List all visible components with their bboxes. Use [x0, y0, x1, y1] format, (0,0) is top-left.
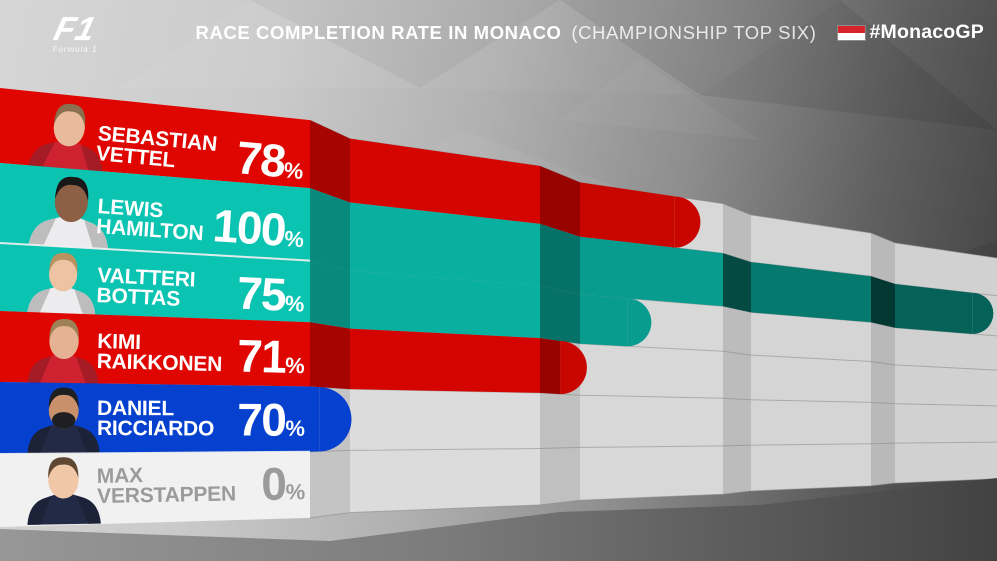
bar-raikkonen: [310, 322, 587, 395]
completion-bars: [310, 120, 994, 452]
f1-logo-text: F1: [50, 10, 100, 47]
monaco-flag-white-stripe: [838, 33, 865, 40]
label-panels: [0, 88, 310, 527]
bar-bottas: [310, 260, 652, 347]
driver-photo-hamilton: [28, 176, 109, 253]
driver-photo-bottas: [27, 253, 96, 317]
f1-logo-subtext: Formula 1: [52, 45, 98, 54]
driver-photo-verstappen: [27, 457, 101, 525]
f1-logo: F1 Formula 1: [32, 10, 118, 54]
page-title: RACE COMPLETION RATE IN MONACO (CHAMPION…: [165, 22, 847, 44]
driver-photo-ricciardo: [27, 387, 100, 454]
panel-separators: [0, 242, 311, 455]
hashtag-label: #MonacoGP: [869, 21, 984, 43]
monaco-flag-icon: [838, 26, 865, 40]
bar-hamilton: [310, 188, 994, 334]
header: F1 Formula 1 RACE COMPLETION RATE IN MON…: [0, 0, 997, 78]
title-qualifier: (CHAMPIONSHIP TOP SIX): [571, 22, 817, 43]
bar-ricciardo: [310, 386, 352, 452]
bar-vettel: [310, 120, 701, 248]
driver-photo-raikkonen: [27, 319, 99, 385]
floor-shadow: [0, 478, 997, 561]
monaco-flag-red-stripe: [838, 26, 865, 33]
title-main: RACE COMPLETION RATE IN MONACO: [195, 22, 562, 43]
